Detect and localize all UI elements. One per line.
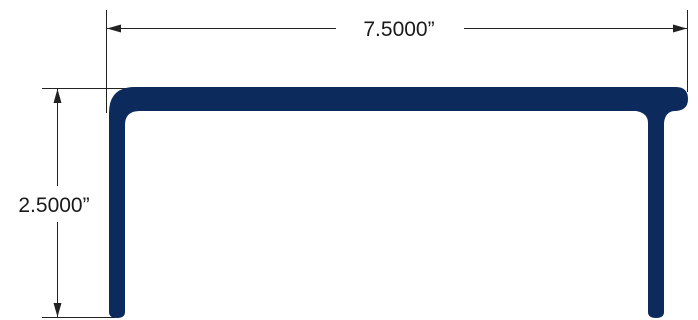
- width-dimension-label: 7.5000”: [363, 18, 434, 41]
- height-arrowhead-top: [53, 89, 62, 103]
- width-arrowhead-right: [673, 24, 687, 33]
- height-dimension-label: 2.5000”: [18, 194, 89, 217]
- width-arrowhead-left: [107, 24, 121, 33]
- height-arrowhead-bottom: [53, 303, 62, 317]
- channel-profile: [109, 87, 688, 318]
